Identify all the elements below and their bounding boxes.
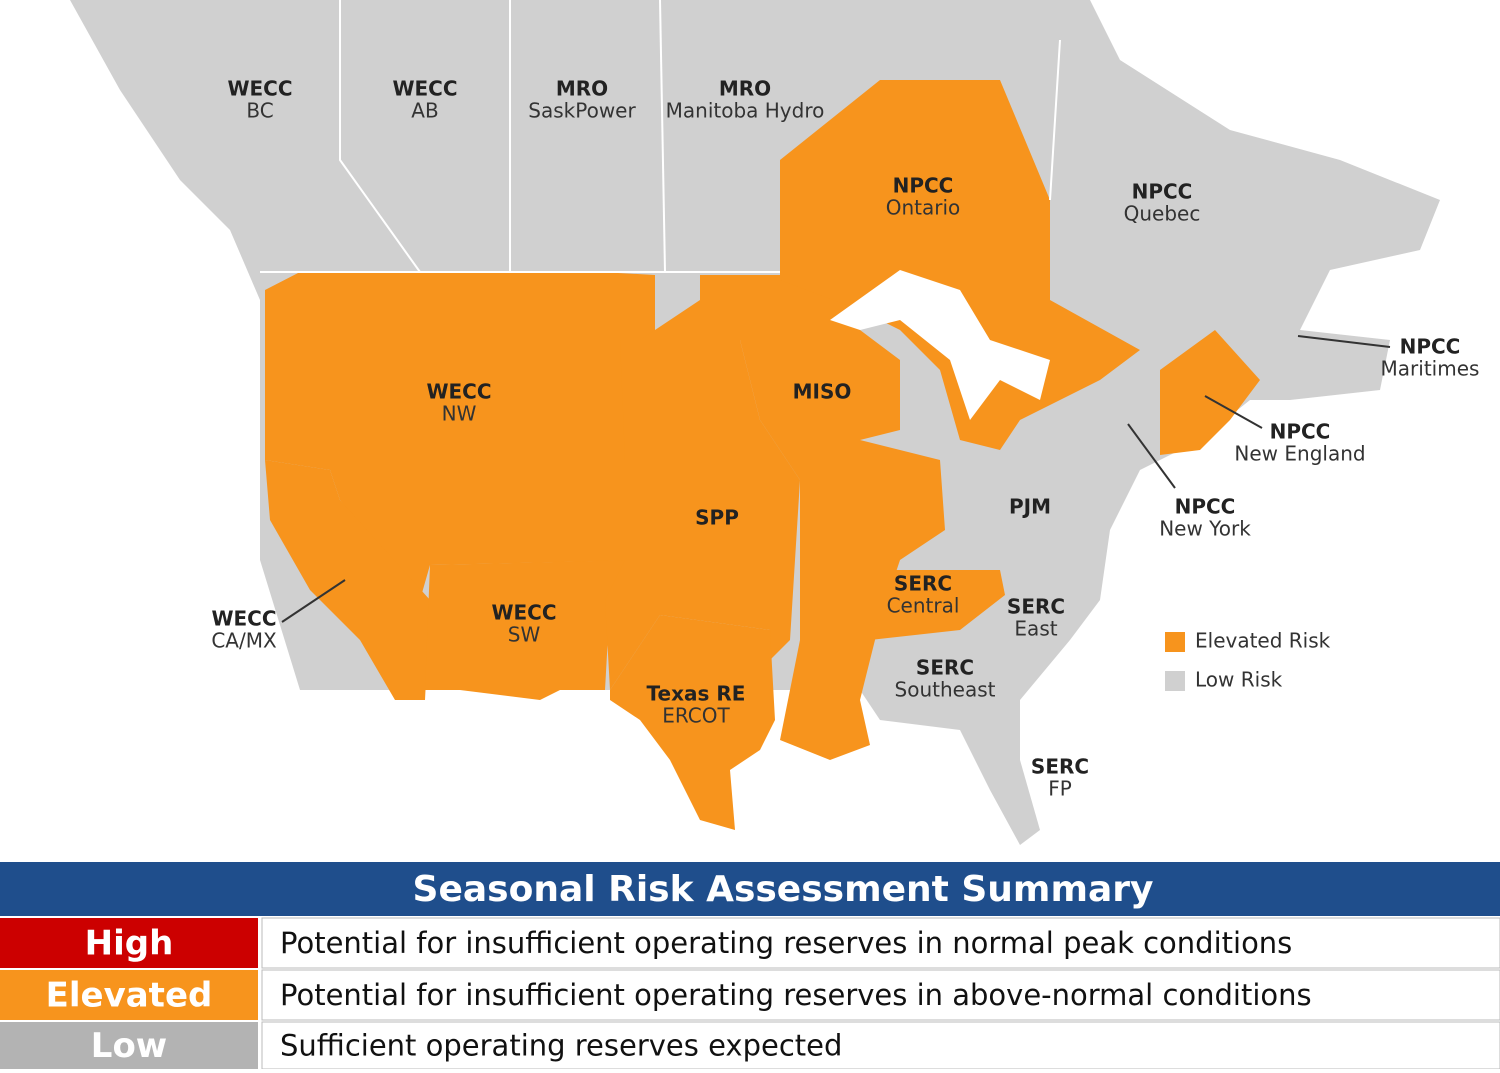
region-name: WECC [392, 77, 457, 101]
region-name: SERC [916, 656, 974, 680]
great-lakes [830, 270, 1050, 420]
region-sub: SW [508, 623, 541, 647]
region-sub: Maritimes [1381, 357, 1480, 381]
region-shape [265, 460, 430, 700]
region-sub: BC [246, 99, 273, 123]
region-shape [265, 272, 655, 600]
region-name: MRO [556, 77, 608, 101]
legend: Elevated Risk Low Risk [1165, 629, 1331, 692]
region-sub: AB [411, 99, 438, 123]
description-cell [261, 969, 1500, 1021]
region-name: MISO [793, 380, 852, 404]
leader-line [1297, 335, 1391, 348]
region-sub: CA/MX [211, 629, 277, 653]
region-shape [610, 615, 775, 830]
region-sub: FP [1048, 777, 1072, 801]
region-name: SPP [695, 506, 739, 530]
region-name: SERC [1031, 755, 1089, 779]
region-name: WECC [491, 601, 556, 625]
leader-line [1127, 423, 1176, 489]
region-name: SERC [894, 572, 952, 596]
description: Potential for insufficient operating res… [280, 926, 1292, 960]
region-shape [1160, 330, 1260, 455]
level-label: Elevated [46, 976, 213, 1016]
region-name: Texas RE [647, 682, 746, 706]
level-label: High [85, 924, 174, 964]
region-shape [605, 340, 800, 690]
border [659, 0, 666, 273]
level-cell [0, 918, 258, 968]
region-name: SERC [1007, 595, 1065, 619]
region-sub: Southeast [895, 678, 996, 702]
region-shape [870, 570, 1005, 640]
level-cell [0, 1022, 258, 1069]
region-shape [425, 560, 635, 700]
region-name: WECC [227, 77, 292, 101]
region-name: NPCC [1175, 495, 1236, 519]
region-name: NPCC [1132, 180, 1193, 204]
region-name: PJM [1009, 495, 1051, 519]
table-title: Seasonal Risk Assessment Summary [413, 869, 1154, 910]
level-cell [0, 970, 258, 1020]
table-rows: High Potential for insufficient operating… [0, 917, 1500, 1070]
legend-label: Low Risk [1195, 668, 1283, 692]
table-header [0, 862, 1500, 916]
leader-line [281, 579, 346, 623]
level-label: Low [91, 1026, 167, 1066]
region-sub: New York [1159, 517, 1251, 541]
region-sub: SaskPower [528, 99, 636, 123]
region-name: NPCC [893, 174, 954, 198]
border [339, 0, 421, 273]
leader-line [1204, 395, 1263, 429]
border [1049, 39, 1061, 201]
region-name: MRO [719, 77, 771, 101]
region-sub: Central [887, 594, 960, 618]
region-name: NPCC [1270, 420, 1331, 444]
description: Sufficient operating reserves expected [280, 1029, 842, 1063]
region-shape [640, 275, 945, 760]
region-sub: Ontario [886, 196, 961, 220]
description-cell [261, 917, 1500, 969]
region-sub: East [1014, 617, 1057, 641]
region-sub: NW [442, 402, 477, 426]
legend-swatch [1165, 671, 1185, 691]
region-name: NPCC [1400, 335, 1461, 359]
region-sub: ERCOT [662, 704, 730, 728]
description-cell [261, 1021, 1500, 1070]
region-sub: Quebec [1124, 202, 1201, 226]
region-sub: New England [1234, 442, 1365, 466]
description: Potential for insufficient operating res… [280, 978, 1312, 1012]
region-name: WECC [211, 607, 276, 631]
region-name: WECC [426, 380, 491, 404]
summary-table: Seasonal Risk Assessment Summary High Pot… [0, 862, 1500, 1070]
region-shape [780, 80, 1140, 450]
region-sub: Manitoba Hydro [666, 99, 825, 123]
map [70, 0, 1440, 845]
legend-label: Elevated Risk [1195, 629, 1331, 653]
legend-swatch [1165, 632, 1185, 652]
